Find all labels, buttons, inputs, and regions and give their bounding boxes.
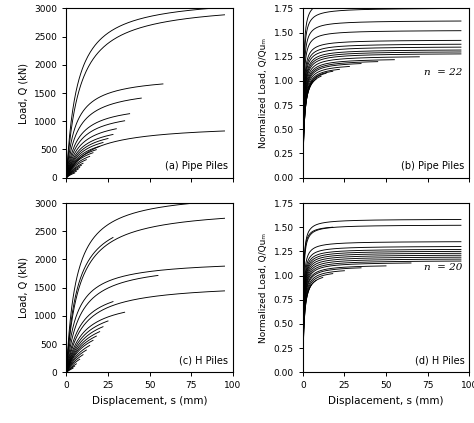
Y-axis label: Load, Q (kN): Load, Q (kN) (19, 257, 29, 318)
Text: (c) H Piles: (c) H Piles (179, 355, 228, 365)
Y-axis label: Normalized Load, Q/Quₘ: Normalized Load, Q/Quₘ (259, 38, 268, 148)
Text: (d) H Piles: (d) H Piles (415, 355, 464, 365)
Text: (b) Pipe Piles: (b) Pipe Piles (401, 161, 464, 171)
Text: (a) Pipe Piles: (a) Pipe Piles (165, 161, 228, 171)
Y-axis label: Load, Q (kN): Load, Q (kN) (19, 63, 29, 124)
X-axis label: Displacement, s (mm): Displacement, s (mm) (92, 396, 207, 406)
Y-axis label: Normalized Load, Q/Quₘ: Normalized Load, Q/Quₘ (259, 233, 268, 343)
X-axis label: Displacement, s (mm): Displacement, s (mm) (328, 396, 444, 406)
Text: n  = 22: n = 22 (424, 68, 463, 77)
Text: n  = 20: n = 20 (424, 263, 463, 272)
